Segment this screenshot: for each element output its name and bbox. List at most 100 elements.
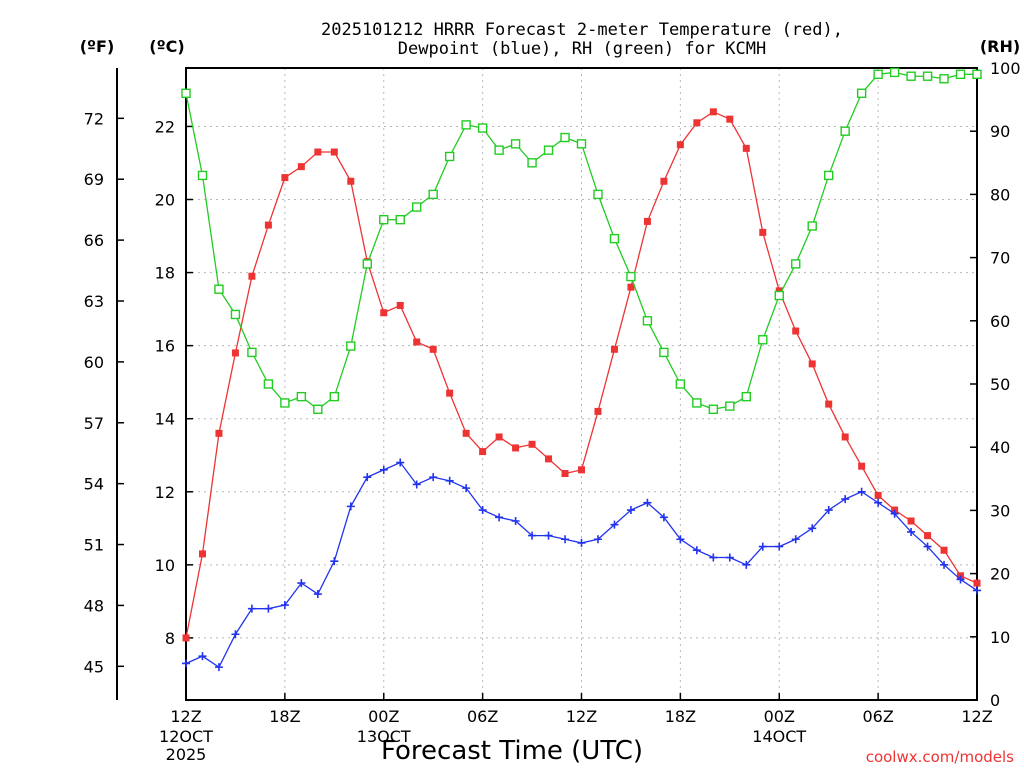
temperature-series [182,108,981,642]
temperature-point [297,163,305,171]
x-tick-label: 00Z [368,707,399,726]
rh-point [230,309,241,320]
temperature-point [578,466,585,474]
rh-tick-label: 20 [990,565,1010,584]
fahrenheit-tick-label: 45 [84,657,104,676]
fahrenheit-tick-label: 72 [84,109,104,128]
dewpoint-point [742,560,751,569]
rh-point [659,347,669,358]
temperature-point [858,462,866,470]
rh-point [725,401,735,411]
rh-tick-label: 80 [990,185,1010,204]
rh-point [477,123,488,133]
tick-labels: 45 48 51 54 57 60 63 66 69 72 8 10 12 14 16 18 20 22 0 10 20… [84,59,1021,764]
rh-point [939,74,949,84]
dewpoint-point [363,473,372,482]
rh-point [626,271,636,282]
temperature-point [380,309,388,317]
rh-tick-label: 50 [990,375,1010,394]
rh-point [840,126,850,136]
temperature-point [248,272,256,280]
rh-tick-label: 40 [990,438,1010,457]
rh-point [741,391,751,402]
x-tick-date-label: 13OCT [357,727,411,746]
temperature-point [973,579,981,587]
rh-point [181,88,191,98]
x-tick-label: 18Z [269,707,300,726]
rh-point [906,71,916,81]
temperature-point [314,148,322,156]
rh-point [972,69,982,80]
rh-point [329,391,340,402]
dewpoint-point [890,509,899,518]
temperature-point [330,148,338,156]
dewpoint-point [940,560,949,569]
dewpoint-point [313,590,322,599]
rh-point [313,404,323,414]
celsius-tick-label: 16 [155,337,175,356]
dewpoint-point [857,487,866,496]
rh-tick-label: 0 [990,691,1000,710]
credit-label: coolwx.com/models [866,748,1014,766]
dewpoint-point [973,586,981,595]
chart-title-line1: 2025101212 HRRR Forecast 2-meter Tempera… [321,20,843,40]
temperature-point [512,444,520,452]
rh-point [576,139,587,149]
dewpoint-point [280,601,289,610]
rh-point [263,379,274,389]
dewpoint-point [182,659,190,668]
temperature-point [940,546,948,554]
dewpoint-point [379,465,388,474]
temperature-point [693,119,701,127]
temperature-point [594,407,602,415]
temperature-point [429,345,437,353]
dewpoint-point [214,663,223,672]
celsius-tick-label: 14 [155,410,175,429]
temperature-point [709,108,717,116]
x-tick-label: 06Z [862,707,893,726]
temperature-point [528,440,536,448]
rh-point [791,259,801,269]
rh-point [758,335,768,345]
x-tick-label: 00Z [764,707,795,726]
temperature-point [726,115,734,123]
axes [116,67,978,701]
rh-point [346,341,356,351]
rh-tick-label: 100 [990,59,1021,78]
rh-point [362,259,372,269]
rh-point [197,170,208,181]
temperature-point [610,345,618,353]
rh-unit-label: (RH) [980,37,1020,56]
rh-point [692,398,702,408]
dewpoint-point [956,575,965,584]
plot-frame [185,67,978,701]
x-tick-label: 06Z [467,707,498,726]
chart-title-line2: Dewpoint (blue), RH (green) for KCMH [398,39,766,59]
temperature-point [924,532,932,540]
temperature-point [446,389,454,397]
temperature-point [759,228,767,236]
rh-point [527,158,537,168]
temperature-point [561,470,569,478]
dewpoint-point [330,557,339,566]
rh-tick-label: 90 [990,122,1010,141]
rh-point [428,189,438,200]
celsius-tick-label: 22 [155,117,175,136]
rh-point [955,69,966,80]
dewpoint-point [561,535,570,544]
rh-point [280,398,290,408]
dewpoint-point [544,531,553,540]
dewpoint-series [182,458,981,672]
rh-tick-label: 30 [990,501,1010,520]
temperature-point [264,221,272,229]
x-tick-year-label: 2025 [166,745,207,764]
dewpoint-point [923,542,932,551]
temperature-point [545,455,553,463]
rh-point [675,379,686,389]
temperature-point [495,433,503,441]
dewpoint-point [445,476,454,485]
x-tick-label: 12Z [170,707,201,726]
series-layer [181,67,982,672]
dewpoint-point [478,506,487,515]
